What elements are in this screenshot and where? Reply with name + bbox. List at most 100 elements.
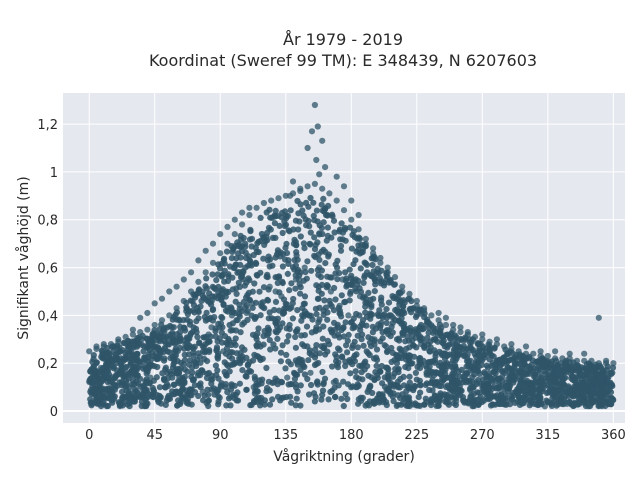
data-point [232,327,240,334]
data-point [224,240,231,247]
data-point [526,363,533,370]
data-point [536,390,543,397]
data-point [266,387,273,394]
data-point [287,361,294,368]
data-point [322,164,329,171]
data-point [391,274,399,281]
data-point [435,309,442,317]
data-point [457,335,464,343]
data-point [438,324,445,331]
data-point [319,207,326,214]
data-point [224,223,231,230]
data-point [307,241,314,248]
data-point [303,323,311,330]
data-point [493,341,500,348]
data-point [279,229,286,237]
data-point [107,341,115,348]
data-point [402,338,409,345]
data-point [575,366,582,373]
data-point [187,392,194,399]
data-point [135,364,142,371]
data-point [344,281,351,288]
data-point [351,324,358,331]
data-point [333,173,340,180]
data-point [235,279,242,286]
data-point [563,400,570,407]
data-point [316,350,323,357]
data-point [149,332,156,339]
data-point [307,229,314,236]
data-point [546,384,553,391]
data-point [143,370,150,377]
data-point [430,358,437,365]
data-point [119,370,126,377]
data-point [373,362,380,369]
data-point [371,276,378,283]
data-point [332,351,339,358]
data-point [257,214,264,221]
data-point [470,402,478,410]
data-point [444,342,451,349]
data-point [416,381,424,388]
data-point [327,288,334,295]
data-point [607,398,614,405]
data-point [355,400,362,407]
data-point [516,360,523,367]
data-point [293,395,300,402]
data-point [171,352,178,359]
data-point [457,329,464,336]
data-point [154,397,161,404]
data-point [485,388,492,395]
data-point [323,237,330,244]
data-point [256,288,263,295]
data-point [591,368,599,375]
data-point [249,288,256,295]
data-point [314,378,321,385]
data-point [181,357,189,364]
data-point [301,293,309,300]
data-point [581,350,588,357]
data-point [311,398,318,405]
data-point [361,272,368,279]
data-point [332,270,339,277]
data-point [581,365,588,372]
data-point [436,348,443,355]
data-point [218,380,225,387]
data-point [552,355,559,362]
data-point [179,396,186,403]
data-point [327,388,334,396]
data-point [237,355,244,362]
data-point [91,385,98,392]
data-point [141,343,148,350]
data-point [340,402,347,410]
data-point [331,229,338,236]
data-point [406,290,413,297]
y-axis-ticks: 0 0,2 0,4 0,6 0,8 1 1,2 [37,118,58,420]
data-point [181,351,188,358]
data-point [158,332,165,339]
data-point [202,269,209,276]
data-point [236,380,243,387]
data-point [199,288,206,295]
data-point [358,369,365,376]
data-point [294,197,301,205]
data-point [312,254,319,261]
data-point [367,311,374,318]
data-point [205,402,212,410]
data-point [280,251,287,258]
data-point [217,250,224,257]
data-point [237,360,244,367]
data-point [303,199,310,206]
data-point [434,380,441,387]
data-point [359,321,366,329]
data-point [316,304,323,311]
data-point [461,352,468,359]
data-point [321,297,328,304]
data-point [230,339,237,346]
data-point [360,279,367,286]
data-point [481,354,488,361]
data-point [186,361,193,368]
y-tick-label: 0,8 [37,214,58,229]
data-point [441,350,448,357]
data-point [415,394,422,401]
